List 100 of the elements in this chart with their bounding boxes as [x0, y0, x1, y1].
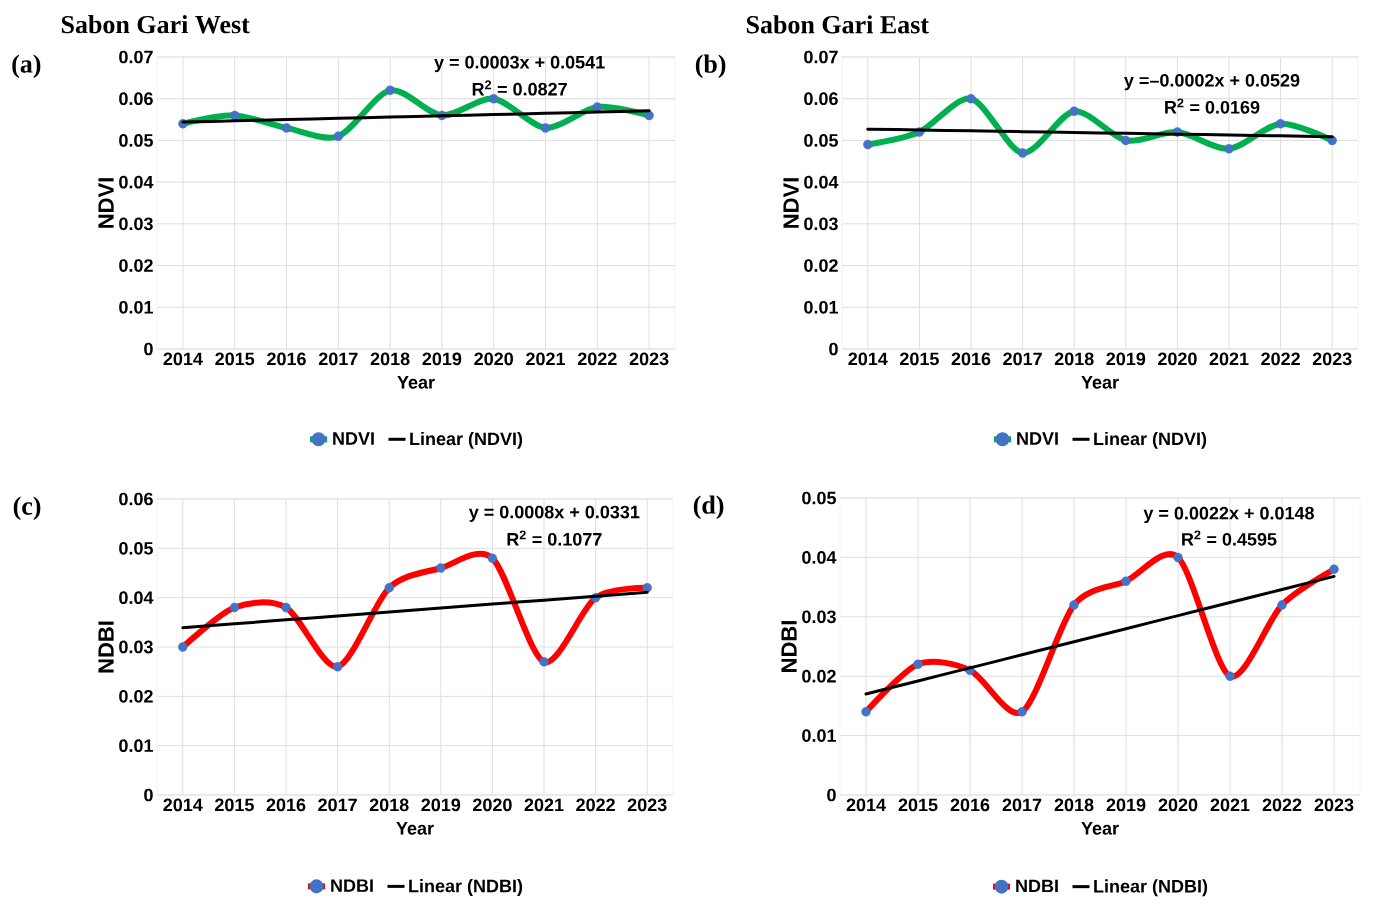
point: [863, 139, 873, 150]
x-tick-label: 2015: [215, 352, 255, 366]
x-tick-label: 2022: [1262, 798, 1302, 812]
y-tick-label: 0.07: [804, 50, 838, 64]
point: [384, 583, 394, 593]
x-tick-label: 2020: [1158, 352, 1197, 366]
chart-title: Sabon Gari West: [61, 15, 250, 34]
x-tick-label: 2019: [421, 798, 461, 812]
x-tick-label: 2021: [524, 798, 564, 812]
legend-label: Linear (NDVI): [1094, 432, 1207, 449]
y-tick-label: 0.06: [804, 92, 838, 106]
y-tick-label: 0: [144, 788, 153, 802]
legend-label: NDVI: [1017, 432, 1058, 445]
y-axis-title: NDVI: [783, 178, 799, 228]
point: [489, 94, 499, 104]
x-tick-label: 2021: [1210, 798, 1250, 812]
x-tick-label: 2016: [266, 798, 306, 812]
x-axis-title: Year: [397, 376, 435, 389]
x-tick-label: 2023: [629, 352, 669, 366]
point: [861, 707, 871, 717]
y-tick-label: 0.04: [804, 175, 839, 189]
point: [230, 110, 240, 121]
x-tick-label: 2022: [577, 352, 617, 366]
point: [592, 102, 602, 112]
point: [642, 583, 652, 593]
x-tick-label: 2015: [898, 798, 938, 812]
x-tick-label: 2017: [318, 798, 357, 812]
point: [1017, 148, 1028, 158]
x-tick-label: 2018: [1054, 352, 1094, 366]
x-tick-label: 2023: [1312, 352, 1352, 366]
x-tick-label: 2019: [422, 352, 462, 366]
point: [540, 123, 551, 133]
x-tick-label: 2015: [215, 798, 254, 812]
point: [487, 553, 498, 563]
x-tick-label: 2021: [1209, 352, 1249, 366]
point: [281, 123, 292, 133]
y-tick-label: 0.01: [802, 729, 836, 742]
legend-label: Linear (NDVI): [410, 432, 523, 449]
x-tick-label: 2017: [318, 352, 358, 366]
chart-title: Sabon Gari East: [746, 15, 929, 34]
point: [229, 602, 240, 613]
x-tick-label: 2014: [848, 352, 888, 366]
legend-label: NDBI: [1016, 879, 1058, 893]
x-tick-label: 2018: [369, 798, 409, 812]
point: [644, 110, 654, 121]
point: [1069, 600, 1079, 610]
point: [332, 662, 343, 672]
point: [1275, 119, 1286, 129]
y-tick-label: 0.01: [804, 300, 838, 314]
annotation: R$^{2}$ = 0.0169: [1165, 98, 1260, 114]
text: (c): [13, 496, 41, 521]
legend-label: Linear (NDBI): [1094, 879, 1208, 897]
y-tick-label: 0.06: [119, 492, 153, 506]
y-tick-label: 0: [827, 788, 836, 802]
x-tick-label: 2017: [1002, 798, 1042, 812]
point: [1017, 707, 1027, 717]
point: [1329, 564, 1339, 574]
point: [436, 563, 446, 573]
legend-label: Linear (NDBI): [409, 879, 523, 896]
x-tick-label: 2021: [526, 352, 566, 366]
y-tick-label: 0.02: [804, 259, 838, 272]
y-axis-title: NDBI: [98, 621, 114, 673]
y-tick-label: 0.03: [119, 217, 153, 231]
y-tick-label: 0.03: [119, 640, 153, 654]
y-tick-label: 0: [829, 342, 838, 356]
x-tick-label: 2022: [576, 798, 615, 812]
y-tick-label: 0.05: [119, 134, 153, 147]
point: [333, 131, 343, 141]
y-tick-label: 0.04: [802, 551, 837, 564]
point: [966, 94, 976, 104]
point: [1069, 106, 1079, 116]
x-axis-title: Year: [396, 822, 434, 835]
text: (b): [695, 54, 726, 79]
point: [913, 659, 923, 670]
x-tick-label: 2023: [627, 798, 667, 812]
x-tick-label: 2019: [1106, 798, 1146, 812]
y-tick-label: 0.05: [119, 541, 153, 555]
x-tick-label: 2020: [1158, 798, 1198, 812]
x-tick-label: 2022: [1261, 352, 1300, 366]
x-tick-label: 2020: [474, 352, 513, 366]
x-axis-title: Year: [1081, 822, 1119, 835]
annotation: R$^{2}$ = 0.4595: [1182, 530, 1277, 546]
point: [385, 85, 395, 96]
text: (d): [693, 495, 724, 520]
x-tick-label: 2020: [473, 798, 512, 812]
x-tick-label: 2014: [163, 352, 203, 366]
y-tick-label: 0.04: [119, 175, 154, 189]
y-tick-label: 0.05: [802, 491, 836, 505]
x-tick-label: 2015: [900, 352, 939, 366]
x-tick-label: 2018: [370, 352, 410, 366]
point: [1277, 600, 1287, 610]
legend-label: NDVI: [333, 432, 374, 445]
y-tick-label: 0.03: [804, 217, 838, 231]
text: (a): [12, 54, 41, 79]
annotation: y =–0.0002x + 0.0529: [1124, 73, 1300, 91]
x-axis-title: Year: [1081, 376, 1119, 389]
x-tick-label: 2016: [950, 798, 990, 812]
y-axis-title: NDBI: [781, 621, 797, 672]
annotation: R$^{2}$ = 0.0827: [472, 80, 567, 96]
y-tick-label: 0.07: [119, 50, 153, 64]
